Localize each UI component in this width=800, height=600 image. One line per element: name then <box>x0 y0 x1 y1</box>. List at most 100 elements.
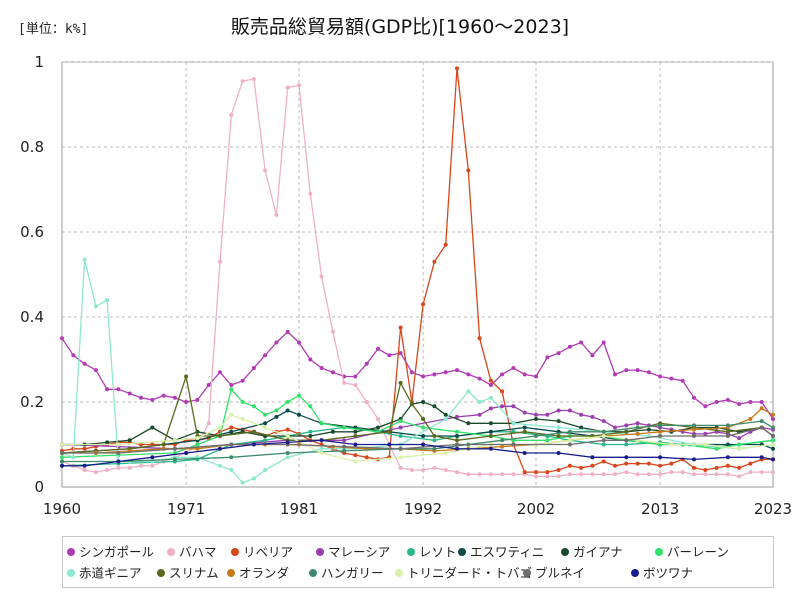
series-1-point <box>240 79 245 84</box>
series-11-point <box>658 423 663 428</box>
series-1-point <box>127 465 132 470</box>
series-14-point <box>116 459 121 464</box>
series-2-point <box>737 465 742 470</box>
series-14-point <box>285 440 290 445</box>
series-4-point <box>432 438 437 443</box>
series-3-point <box>488 406 493 411</box>
series-3-point <box>601 419 606 424</box>
series-2-point <box>567 463 572 468</box>
series-8-point <box>319 446 324 451</box>
series-1-point <box>229 113 234 118</box>
series-7-point <box>398 419 403 424</box>
series-12-point <box>319 451 324 455</box>
series-0-point <box>184 400 189 404</box>
series-12-point <box>218 425 222 430</box>
series-7-point <box>308 404 313 409</box>
series-13-point <box>229 442 234 447</box>
series-3-point <box>579 412 584 417</box>
series-1-point <box>297 83 301 88</box>
legend-label: ボツワナ <box>643 565 694 581</box>
series-1-point <box>274 213 279 217</box>
legend-label: トリニダード・トバゴ <box>407 565 533 581</box>
series-3-point <box>635 421 640 426</box>
series-1-point <box>635 472 640 477</box>
series-0-point <box>60 336 64 341</box>
series-12-point <box>443 451 448 455</box>
series-0-point <box>488 383 493 387</box>
series-8-point <box>105 298 110 302</box>
series-5-point <box>421 434 426 438</box>
series-3-point <box>511 404 516 409</box>
series-10-point <box>759 406 764 411</box>
plot-area <box>61 61 774 488</box>
series-11-point <box>725 423 730 428</box>
series-0-point <box>534 374 538 379</box>
series-9-point <box>455 438 459 443</box>
legend-label: バーレーン <box>667 544 729 560</box>
series-12-point <box>172 438 177 443</box>
series-0-point <box>692 395 696 400</box>
series-12-point <box>567 438 572 443</box>
series-0-point <box>161 393 166 398</box>
series-2-point <box>624 461 629 466</box>
series-6-point <box>127 438 132 443</box>
series-14-point <box>692 457 696 462</box>
series-0-point <box>127 391 132 396</box>
series-7-point <box>455 429 459 434</box>
series-0-point <box>116 387 121 392</box>
series-0-point <box>737 402 742 407</box>
series-1-point <box>409 468 414 472</box>
series-6-point <box>330 429 335 434</box>
series-1-point <box>398 465 403 470</box>
series-7-point <box>263 412 268 417</box>
legend-item: 赤道ギニア <box>67 564 142 582</box>
y-tick-label: 0.2 <box>20 393 44 411</box>
series-13-point <box>60 451 64 455</box>
series-2-point <box>488 378 493 383</box>
series-2-point <box>703 468 708 472</box>
series-5-point <box>522 425 527 430</box>
series-1-point <box>353 383 358 387</box>
series-8-point <box>263 468 268 472</box>
series-1-point <box>364 400 369 404</box>
legend-label: オランダ <box>239 565 290 581</box>
series-1-point <box>443 468 448 472</box>
series-12-point <box>195 436 200 441</box>
series-11-point <box>60 459 64 464</box>
series-8-point <box>477 400 482 404</box>
series-1-point <box>285 85 290 90</box>
legend-item: ガイアナ <box>561 543 623 561</box>
series-14-point <box>60 463 64 468</box>
series-2-point <box>477 336 482 341</box>
legend-label: リベリア <box>243 544 294 560</box>
series-3-point <box>522 410 527 415</box>
series-0-point <box>680 378 685 383</box>
series-2-point <box>725 463 730 468</box>
series-14-point <box>556 451 561 455</box>
series-3-point <box>534 412 538 417</box>
series-0-point <box>511 366 516 370</box>
series-0-point <box>466 372 471 377</box>
series-1-point <box>251 77 256 81</box>
series-2-point <box>353 453 358 458</box>
series-0-point <box>556 351 561 356</box>
series-13-point <box>398 446 403 451</box>
series-10-point <box>658 429 663 434</box>
series-1-point <box>319 274 324 279</box>
series-9-point <box>409 402 414 407</box>
series-9-point <box>556 434 561 438</box>
series-14-point <box>455 446 459 451</box>
series-7-point <box>319 421 324 426</box>
legend-marker-icon <box>67 547 75 556</box>
series-13-point <box>692 434 696 438</box>
series-0-point <box>195 397 200 402</box>
series-12-point <box>116 442 121 447</box>
series-1-point <box>330 329 335 334</box>
series-13-point <box>455 442 459 447</box>
series-3-point <box>590 414 595 419</box>
series-1-point <box>477 472 482 477</box>
series-10-line <box>62 407 774 454</box>
series-3-point <box>737 436 742 441</box>
series-1-point <box>488 472 493 477</box>
series-10-point <box>635 431 640 436</box>
